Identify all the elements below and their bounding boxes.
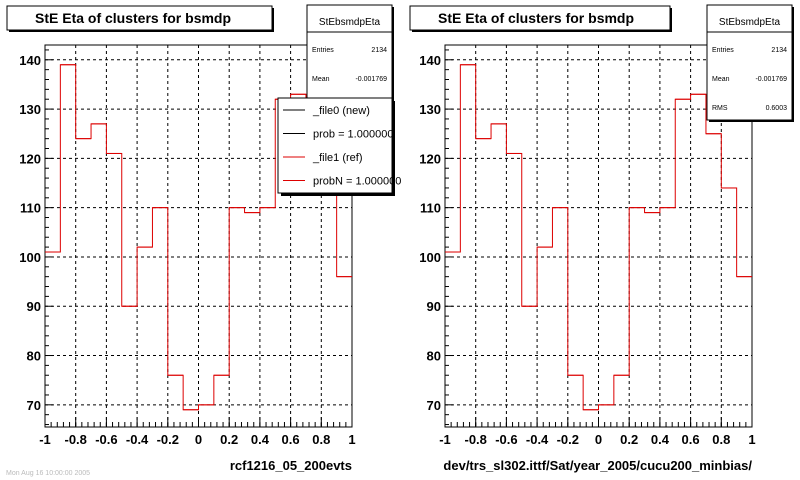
stats-name: StEbsmdpEta <box>719 17 781 28</box>
y-tick-label: 80 <box>427 349 441 364</box>
x-tick-label: 1 <box>348 432 355 447</box>
y-tick-label: 130 <box>19 102 41 117</box>
y-tick-label: 130 <box>419 102 441 117</box>
chart-panel-2: 70 80 90 100 110 120 130 140 -1 -0.8 -0.6 -0.4 -0.2 0… <box>409 4 794 473</box>
stats-value: -0.001769 <box>355 76 387 83</box>
stats-box <box>306 4 393 101</box>
y-tick-label: 100 <box>419 250 441 265</box>
y-tick-label: 140 <box>419 53 441 68</box>
x-tick-label: -0.2 <box>157 432 179 447</box>
chart-title: StE Eta of clusters for bsmdp <box>438 10 634 26</box>
x-tick-label: -0.4 <box>126 432 149 447</box>
x-tick-label: -0.6 <box>495 432 517 447</box>
x-tick-label: 0.6 <box>682 432 700 447</box>
stats-box <box>706 4 793 121</box>
x-tick-label: 0 <box>595 432 602 447</box>
stats-label: RMS <box>712 105 728 112</box>
title-box <box>409 5 671 31</box>
histogram-series <box>45 64 352 411</box>
y-tick-label: 110 <box>420 201 441 216</box>
chart-panel-1: 70 80 90 100 110 120 130 140 -1 -0.8 -0.6 -0.4 -0.2 0… <box>6 4 401 473</box>
title-box <box>6 5 273 31</box>
stats-value: 0.6003 <box>766 105 788 112</box>
y-tick-label: 110 <box>20 201 41 216</box>
x-tick-label: -0.8 <box>64 432 86 447</box>
x-tick-label: -0.6 <box>95 432 117 447</box>
x-tick-label: -0.4 <box>526 432 549 447</box>
stats-label: Mean <box>712 76 730 83</box>
legend-box <box>277 97 393 194</box>
x-tick-label: 0.2 <box>620 432 638 447</box>
y-tick-label: 90 <box>27 299 41 314</box>
x-tick-label: -0.2 <box>557 432 579 447</box>
legend-label: _file0 (new) <box>312 105 370 117</box>
stats-value: 2134 <box>371 47 387 54</box>
y-tick-label: 120 <box>419 151 441 166</box>
y-tick-label: 70 <box>27 398 41 413</box>
x-tick-label: 0.4 <box>251 432 270 447</box>
x-tick-label: 0 <box>195 432 202 447</box>
legend-label: prob = 1.000000 <box>313 129 393 141</box>
x-tick-label: 0.2 <box>220 432 238 447</box>
x-tick-label: 0.4 <box>651 432 670 447</box>
y-tick-label: 90 <box>427 299 441 314</box>
x-axis-label: rcf1216_05_200evts <box>230 458 352 473</box>
x-tick-label: -1 <box>439 432 451 447</box>
stats-value: -0.001769 <box>755 76 787 83</box>
y-tick-label: 140 <box>19 53 41 68</box>
y-tick-label: 70 <box>427 398 441 413</box>
x-axis-label: dev/trs_sl302.ittf/Sat/year_2005/cucu200… <box>443 458 752 473</box>
chart-title: StE Eta of clusters for bsmdp <box>35 10 231 26</box>
legend-label: probN = 1.000000 <box>313 176 401 188</box>
y-tick-label: 120 <box>19 151 41 166</box>
legend: _file0 (new) prob = 1.000000 _file1 (ref) p… <box>277 97 401 194</box>
x-tick-label: -0.8 <box>464 432 486 447</box>
histogram-series <box>445 64 752 411</box>
x-tick-label: 0.8 <box>312 432 330 447</box>
stats-value: 2134 <box>771 47 787 54</box>
stats-label: Mean <box>312 76 330 83</box>
y-tick-label: 100 <box>19 250 41 265</box>
legend-label: _file1 (ref) <box>312 152 363 164</box>
x-tick-label: 0.8 <box>712 432 730 447</box>
y-tick-label: 80 <box>27 349 41 364</box>
x-tick-label: -1 <box>39 432 51 447</box>
stats-label: Entries <box>712 47 734 54</box>
footer-timestamp: Mon Aug 16 10:00:00 2005 <box>6 470 90 477</box>
x-tick-label: 0.6 <box>282 432 300 447</box>
stats-label: Entries <box>312 47 334 54</box>
x-tick-label: 1 <box>748 432 755 447</box>
stats-name: StEbsmdpEta <box>319 17 381 28</box>
